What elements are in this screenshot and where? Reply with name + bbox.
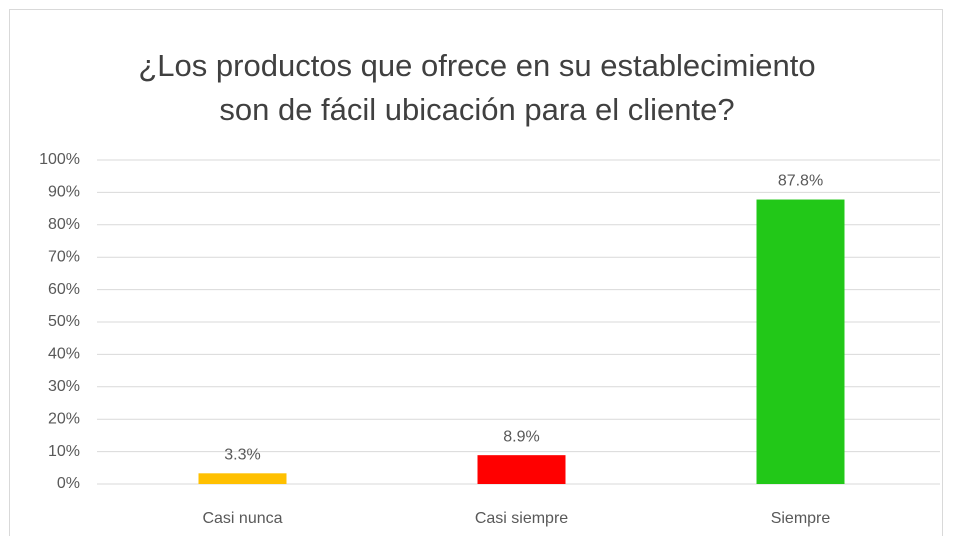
y-tick-label: 80% — [48, 216, 80, 233]
y-tick-label: 60% — [48, 281, 80, 298]
bar — [198, 473, 287, 484]
x-tick-label: Siempre — [771, 510, 831, 527]
y-tick-label: 100% — [39, 151, 80, 168]
y-tick-label: 20% — [48, 410, 80, 427]
y-tick-label: 30% — [48, 378, 80, 395]
bar — [477, 455, 566, 484]
chart-border — [9, 9, 943, 536]
x-tick-label: Casi siempre — [475, 510, 568, 527]
data-label: 8.9% — [503, 428, 539, 445]
bar — [756, 199, 845, 484]
x-tick-label: Casi nunca — [202, 510, 282, 527]
chart-title: ¿Los productos que ofrece en su establec… — [138, 48, 816, 127]
y-tick-label: 10% — [48, 443, 80, 460]
data-label: 3.3% — [224, 447, 260, 464]
y-tick-label: 90% — [48, 184, 80, 201]
y-tick-label: 70% — [48, 248, 80, 265]
y-tick-label: 0% — [57, 475, 80, 492]
y-tick-label: 40% — [48, 346, 80, 363]
y-tick-label: 50% — [48, 313, 80, 330]
data-label: 87.8% — [778, 173, 823, 190]
